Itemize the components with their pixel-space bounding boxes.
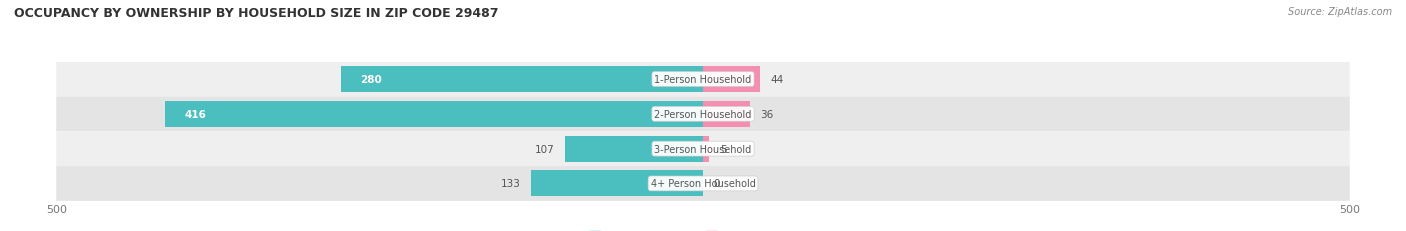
Text: 44: 44 <box>770 75 783 85</box>
FancyBboxPatch shape <box>56 132 1350 166</box>
Bar <box>531 171 703 197</box>
Bar <box>703 101 749 127</box>
Text: 36: 36 <box>759 109 773 119</box>
Text: 107: 107 <box>534 144 554 154</box>
Bar <box>165 101 703 127</box>
Bar <box>565 136 703 162</box>
Bar <box>703 136 710 162</box>
Text: 133: 133 <box>501 179 520 189</box>
Text: Source: ZipAtlas.com: Source: ZipAtlas.com <box>1288 7 1392 17</box>
Text: 280: 280 <box>360 75 382 85</box>
Bar <box>703 67 759 93</box>
Text: 3-Person Household: 3-Person Household <box>654 144 752 154</box>
Text: 5: 5 <box>720 144 727 154</box>
Text: 4+ Person Household: 4+ Person Household <box>651 179 755 189</box>
Bar <box>340 67 703 93</box>
Text: 416: 416 <box>184 109 207 119</box>
FancyBboxPatch shape <box>56 166 1350 201</box>
Text: 1-Person Household: 1-Person Household <box>654 75 752 85</box>
FancyBboxPatch shape <box>56 97 1350 132</box>
Text: 0: 0 <box>713 179 720 189</box>
FancyBboxPatch shape <box>56 62 1350 97</box>
Text: OCCUPANCY BY OWNERSHIP BY HOUSEHOLD SIZE IN ZIP CODE 29487: OCCUPANCY BY OWNERSHIP BY HOUSEHOLD SIZE… <box>14 7 499 20</box>
Text: 2-Person Household: 2-Person Household <box>654 109 752 119</box>
